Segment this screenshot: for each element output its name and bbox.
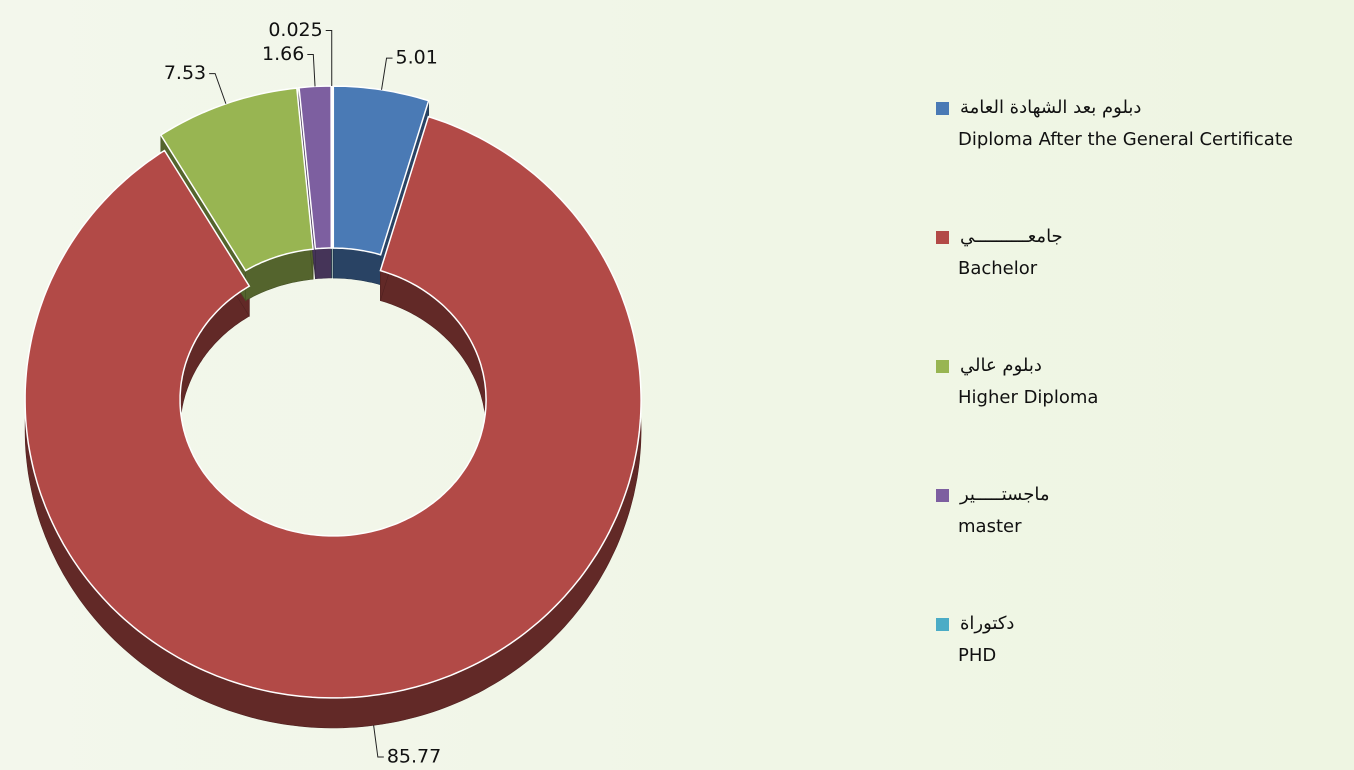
- legend-label: Higher Diploma: [958, 387, 1098, 408]
- legend-label-ar: دبلوم بعد الشهادة العامة: [960, 97, 1141, 118]
- data-label: 5.01: [396, 47, 438, 69]
- legend-label: master: [958, 516, 1022, 537]
- legend-swatch: [936, 489, 949, 502]
- slice: [159, 87, 314, 272]
- legend-swatch: [936, 360, 949, 373]
- slice: [330, 85, 333, 249]
- data-label: 1.66: [262, 43, 304, 65]
- data-labels: 5.01 85.77 7.53 1.660.025: [164, 19, 441, 768]
- data-label: 7.53: [164, 62, 206, 84]
- legend: دبلوم بعد الشهادة العامة Diploma After th…: [936, 97, 1293, 666]
- leader-line: [307, 53, 316, 87]
- leader-line: [373, 725, 384, 758]
- legend-swatch: [936, 618, 949, 631]
- leader-line: [209, 73, 227, 104]
- legend-swatch: [936, 102, 949, 115]
- slice: [332, 85, 430, 256]
- data-label: 0.025: [268, 19, 322, 41]
- legend-label-ar: جامعــــــــــي: [960, 226, 1063, 247]
- legend-label: Diploma After the General Certificate: [958, 129, 1293, 150]
- legend-label: Bachelor: [958, 258, 1038, 279]
- legend-label: PHD: [958, 645, 996, 666]
- slice-side: [315, 247, 332, 280]
- legend-label-ar: دكتوراة: [960, 613, 1014, 634]
- data-label: 85.77: [387, 746, 441, 768]
- legend-swatch: [936, 231, 949, 244]
- leader-line: [381, 57, 393, 90]
- legend-label-ar: دبلوم عالي: [960, 355, 1042, 376]
- legend-label-ar: ماجستـــــير: [959, 484, 1049, 505]
- leader-line: [325, 29, 333, 87]
- slice-tops: [24, 85, 642, 699]
- slice: [24, 115, 642, 699]
